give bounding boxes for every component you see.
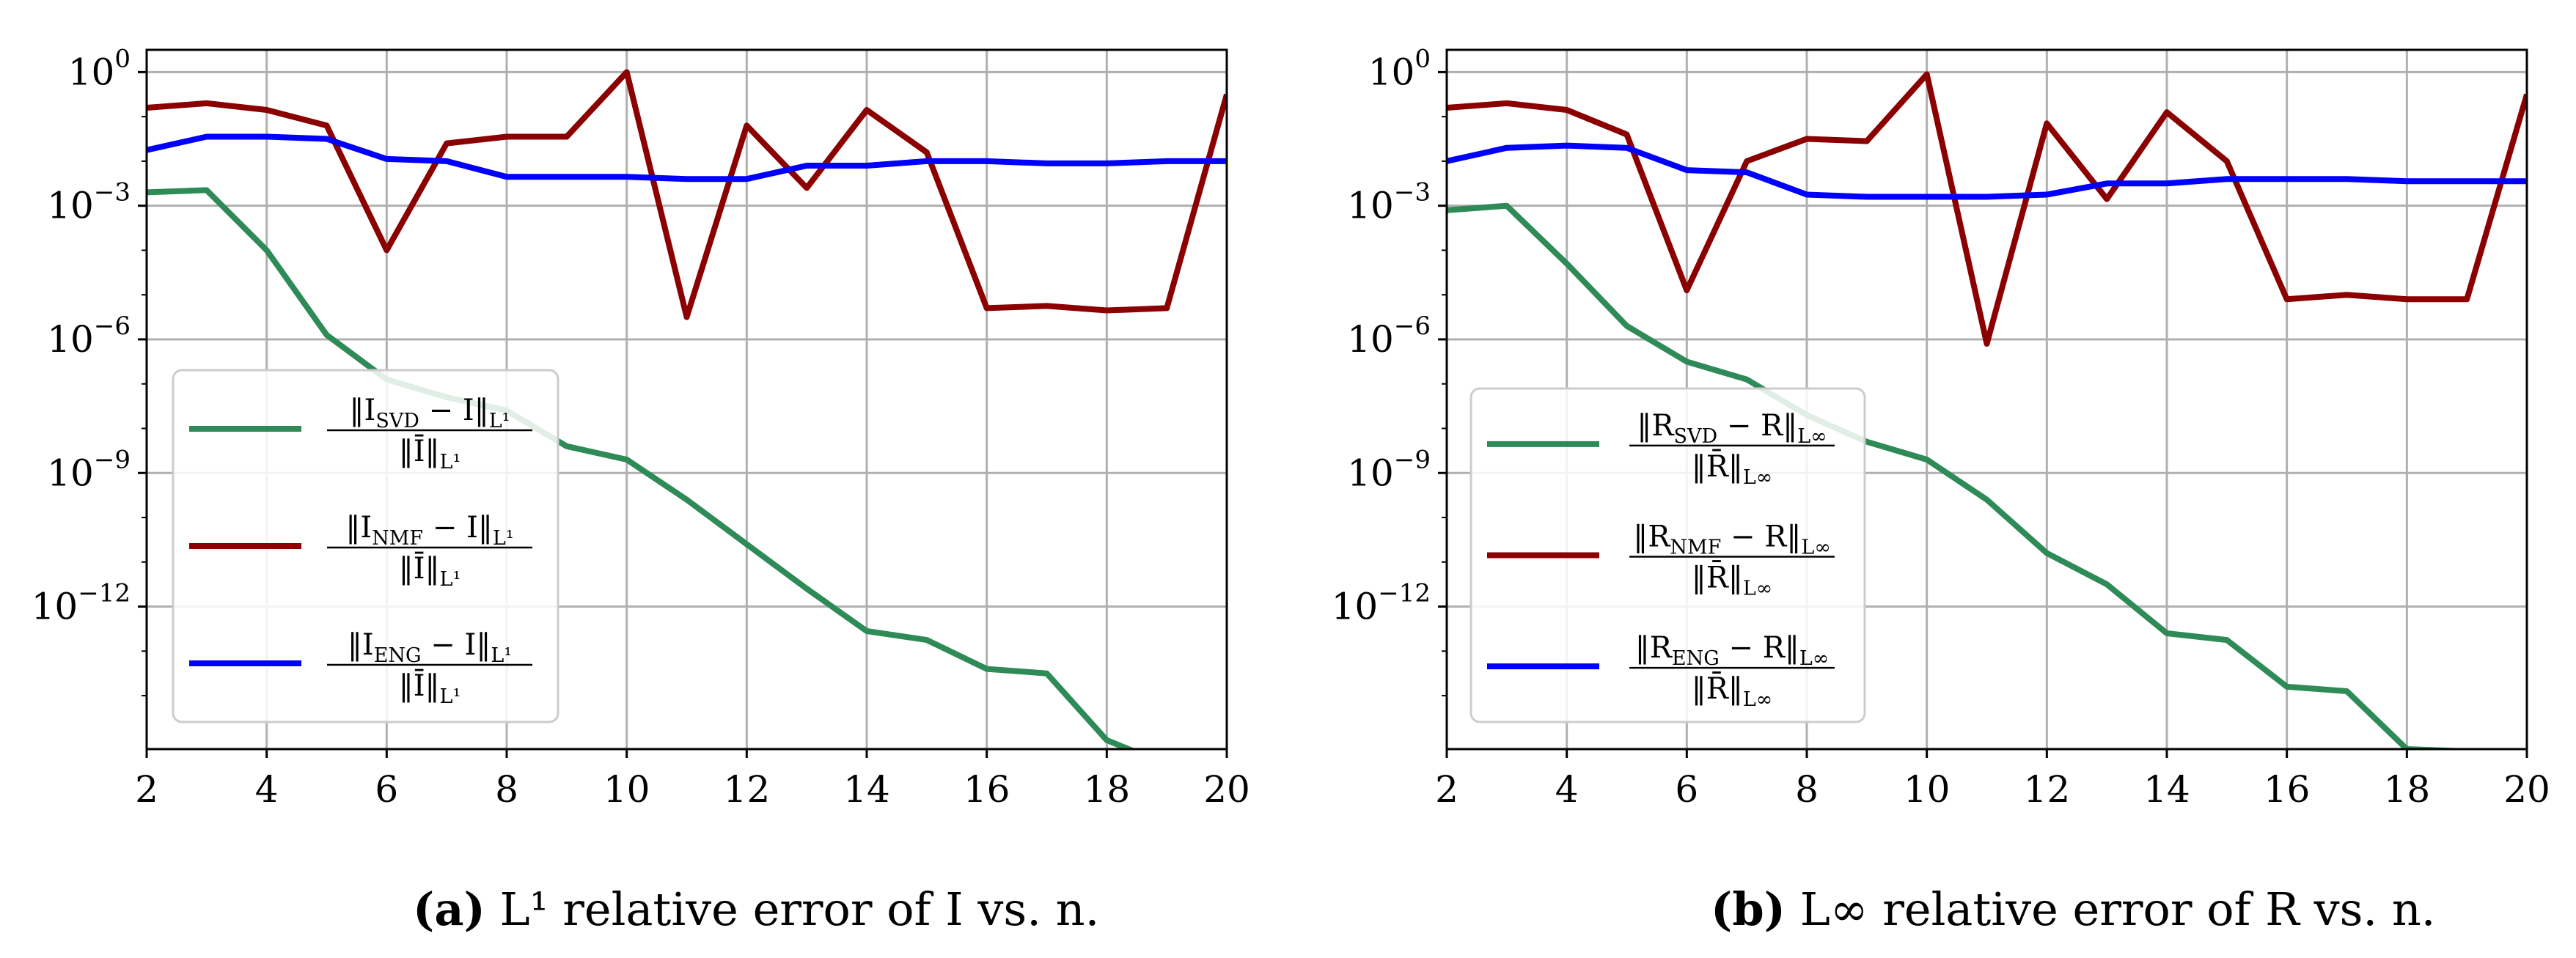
series-line-svd (147, 187, 1137, 749)
series-lines (1447, 71, 2527, 749)
legend-label-numerator-1-0: ‖RSVD − R‖L∞ (1637, 409, 1827, 448)
caption-b-label: (b) (1711, 883, 1786, 936)
x-tick-label: 10 (603, 768, 650, 811)
x-tick-label: 4 (1555, 768, 1579, 811)
legend-label-denominator-0-0: ‖Ī‖L¹ (399, 435, 461, 474)
y-tick-label: 10−6 (1347, 312, 1431, 361)
legend-label-numerator-0-0: ‖ISVD − I‖L¹ (350, 394, 510, 432)
x-tick-label: 18 (1084, 768, 1131, 811)
y-tick-label: 10−3 (1347, 178, 1431, 227)
plot-frame (145, 48, 1228, 751)
x-tick-label: 2 (1435, 768, 1458, 811)
x-tick-label: 12 (2024, 768, 2071, 811)
grid (145, 50, 1228, 749)
x-tick-label: 20 (2503, 768, 2550, 811)
legend: ‖RSVD − R‖L∞‖R̄‖L∞‖RNMF − R‖L∞‖R̄‖L∞‖REN… (1469, 387, 1866, 723)
x-tick-label: 16 (2264, 768, 2311, 811)
caption-b: (b) L∞ relative error of R vs. n. (1711, 883, 2435, 936)
y-tick-label: 100 (68, 44, 131, 93)
panel-a: 2 4 6 8 10 12 14 16 18 20 100 10−3 10−6 10−9 10−12 ‖IS… (32, 44, 1250, 811)
series-line-nmf (147, 69, 1227, 320)
x-tick-label: 14 (2143, 768, 2190, 811)
plot-frame (1445, 48, 2528, 751)
y-tick-label: 10−12 (32, 579, 131, 628)
series-line-nmf (1447, 71, 2527, 347)
legend-label-denominator-1-0: ‖R̄‖L∞ (1692, 449, 1773, 489)
x-tick-label: 12 (724, 768, 771, 811)
legend-box (1469, 387, 1866, 723)
caption-a: (a) L¹ relative error of I vs. n. (413, 883, 1099, 936)
y-tick-label: 10−12 (1332, 579, 1431, 628)
legend-box (172, 369, 559, 723)
caption-a-label: (a) (413, 883, 485, 936)
tick-labels: 2 4 6 8 10 12 14 16 18 20 100 10−3 10−6 10−9 10−12 (32, 44, 1250, 811)
x-tick-label: 18 (2384, 768, 2431, 811)
x-tick-label: 4 (255, 768, 279, 811)
caption-a-text: L¹ relative error of I vs. n. (485, 883, 1099, 936)
y-tick-label: 10−9 (47, 445, 131, 494)
x-tick-label: 8 (495, 768, 518, 811)
legend-label-numerator-0-1: ‖INMF − I‖L¹ (345, 511, 513, 550)
legend-label-numerator-0-2: ‖IENG − I‖L¹ (348, 628, 512, 667)
y-tick-label: 10−9 (1347, 445, 1431, 494)
series-line-eng (1447, 142, 2527, 200)
legend: ‖ISVD − I‖L¹‖Ī‖L¹‖INMF − I‖L¹‖Ī‖L¹‖IENG … (172, 369, 559, 723)
y-tick-label: 10−3 (47, 178, 131, 227)
x-tick-label: 16 (964, 768, 1010, 811)
x-tick-label: 14 (843, 768, 890, 811)
legend-label-denominator-0-1: ‖Ī‖L¹ (399, 552, 461, 591)
y-tick-label: 100 (1368, 44, 1431, 93)
series-line-eng (147, 133, 1227, 183)
x-tick-label: 2 (135, 768, 158, 811)
x-tick-label: 8 (1795, 768, 1819, 811)
x-tick-label: 10 (1904, 768, 1951, 811)
panel-b: 2 4 6 8 10 12 14 16 18 20 100 10−3 10−6 10−9 10−12 ‖RS… (1332, 44, 2550, 811)
tick-labels: 2 4 6 8 10 12 14 16 18 20 100 10−3 10−6 10−9 10−12 (1332, 44, 2550, 811)
series-lines (147, 69, 1227, 749)
legend-label-denominator-0-2: ‖Ī‖L¹ (399, 669, 461, 708)
legend-label-denominator-1-2: ‖R̄‖L∞ (1692, 671, 1773, 711)
caption-b-text: L∞ relative error of R vs. n. (1786, 883, 2435, 936)
x-tick-label: 20 (1203, 768, 1250, 811)
legend-label-denominator-1-1: ‖R̄‖L∞ (1692, 560, 1773, 600)
x-tick-label: 6 (1675, 768, 1698, 811)
series-line-svd (1447, 202, 2470, 749)
legend-label-numerator-1-1: ‖RNMF − R‖L∞ (1633, 520, 1831, 559)
legend-label-numerator-1-2: ‖RENG − R‖L∞ (1635, 631, 1830, 670)
y-tick-label: 10−6 (47, 312, 131, 361)
x-tick-label: 6 (375, 768, 398, 811)
